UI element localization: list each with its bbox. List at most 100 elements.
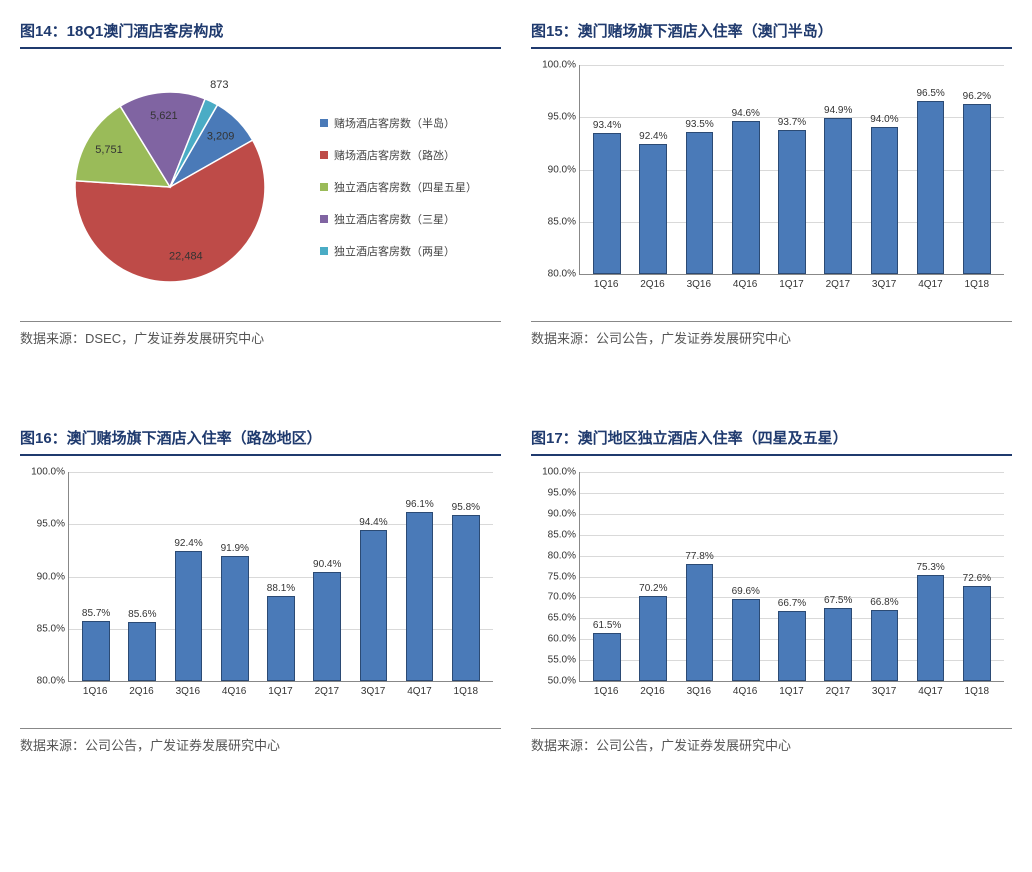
x-axis-label: 1Q18 bbox=[957, 686, 997, 697]
legend-label: 赌场酒店客房数（半岛） bbox=[334, 115, 455, 131]
y-axis-label: 95.0% bbox=[23, 519, 65, 530]
y-axis-label: 65.0% bbox=[534, 613, 576, 624]
x-axis-label: 2Q16 bbox=[122, 686, 162, 697]
bar-value-label: 67.5% bbox=[824, 595, 852, 606]
bar-rect bbox=[732, 121, 760, 274]
y-axis-label: 90.0% bbox=[23, 571, 65, 582]
bar-value-label: 94.6% bbox=[732, 108, 760, 119]
x-axis-labels: 1Q162Q163Q164Q161Q172Q173Q174Q171Q18 bbox=[579, 682, 1004, 697]
bar-value-label: 69.6% bbox=[732, 586, 760, 597]
bar-col: 61.5% bbox=[587, 620, 627, 681]
bar-rect bbox=[871, 127, 899, 274]
y-axis-label: 95.0% bbox=[534, 112, 576, 123]
bar-col: 67.5% bbox=[818, 595, 858, 682]
bar-col: 94.4% bbox=[354, 517, 394, 681]
bar-rect bbox=[639, 144, 667, 274]
bar-value-label: 75.3% bbox=[916, 562, 944, 573]
legend-swatch bbox=[320, 119, 328, 127]
panel-fig15: 图15：澳门赌场旗下酒店入住率（澳门半岛） 80.0%85.0%90.0%95.… bbox=[531, 20, 1012, 347]
pie-slice-label: 3,209 bbox=[207, 131, 235, 143]
bar-col: 96.5% bbox=[911, 88, 951, 274]
y-axis-label: 90.0% bbox=[534, 164, 576, 175]
y-axis-label: 100.0% bbox=[534, 60, 576, 71]
x-axis-label: 1Q17 bbox=[772, 686, 812, 697]
bar-value-label: 93.4% bbox=[593, 120, 621, 131]
bar-col: 96.2% bbox=[957, 91, 997, 274]
bar-value-label: 92.4% bbox=[639, 131, 667, 142]
bar-col: 69.6% bbox=[726, 586, 766, 681]
bar-rect bbox=[824, 118, 852, 274]
pie-svg: 3,20922,4845,7515,621873 bbox=[50, 62, 310, 312]
x-axis-label: 3Q17 bbox=[353, 686, 393, 697]
bar-rect bbox=[82, 621, 110, 681]
bar-col: 95.8% bbox=[446, 502, 486, 681]
bar-col: 66.7% bbox=[772, 598, 812, 681]
bar-col: 91.9% bbox=[215, 543, 255, 681]
bar-col: 90.4% bbox=[307, 559, 347, 681]
x-axis-label: 3Q17 bbox=[864, 686, 904, 697]
x-axis-labels: 1Q162Q163Q164Q161Q172Q173Q174Q171Q18 bbox=[68, 682, 493, 697]
x-axis-label: 1Q18 bbox=[446, 686, 486, 697]
bar-value-label: 85.7% bbox=[82, 608, 110, 619]
bar-rect bbox=[221, 556, 249, 681]
y-axis-label: 85.0% bbox=[534, 216, 576, 227]
y-axis-label: 95.0% bbox=[534, 487, 576, 498]
x-axis-label: 4Q17 bbox=[911, 686, 951, 697]
bar-value-label: 85.6% bbox=[128, 609, 156, 620]
bar-value-label: 96.1% bbox=[405, 499, 433, 510]
x-axis-label: 1Q18 bbox=[957, 279, 997, 290]
bar-col: 93.7% bbox=[772, 117, 812, 274]
bar-rect bbox=[175, 551, 203, 681]
y-axis-label: 80.0% bbox=[534, 269, 576, 280]
bar-rect bbox=[452, 515, 480, 681]
bar-value-label: 95.8% bbox=[452, 502, 480, 513]
legend-swatch bbox=[320, 247, 328, 255]
bar-value-label: 72.6% bbox=[963, 573, 991, 584]
y-axis-label: 100.0% bbox=[534, 467, 576, 478]
bar-rect bbox=[313, 572, 341, 681]
x-axis-label: 3Q16 bbox=[679, 686, 719, 697]
bar-col: 94.0% bbox=[865, 114, 905, 274]
x-axis-label: 1Q16 bbox=[586, 686, 626, 697]
x-axis-label: 1Q17 bbox=[772, 279, 812, 290]
y-axis-label: 80.0% bbox=[534, 550, 576, 561]
y-axis-label: 85.0% bbox=[23, 623, 65, 634]
bar-value-label: 61.5% bbox=[593, 620, 621, 631]
y-axis-label: 80.0% bbox=[23, 676, 65, 687]
bar-value-label: 93.7% bbox=[778, 117, 806, 128]
bar-value-label: 88.1% bbox=[267, 583, 295, 594]
panel-source: 数据来源：公司公告，广发证券发展研究中心 bbox=[531, 321, 1012, 347]
bar-plot: 80.0%85.0%90.0%95.0%100.0%93.4%92.4%93.5… bbox=[579, 65, 1004, 275]
bar-col: 66.8% bbox=[865, 597, 905, 681]
pie-chart: 3,20922,4845,7515,621873 赌场酒店客房数（半岛） 赌场酒店… bbox=[20, 57, 501, 317]
pie-legend: 赌场酒店客房数（半岛）赌场酒店客房数（路氹）独立酒店客房数（四星五星）独立酒店客… bbox=[320, 115, 477, 259]
bar-col: 92.4% bbox=[169, 538, 209, 681]
panel-fig16: 图16：澳门赌场旗下酒店入住率（路氹地区） 80.0%85.0%90.0%95.… bbox=[20, 427, 501, 754]
legend-label: 独立酒店客房数（四星五星） bbox=[334, 179, 477, 195]
bar-col: 85.6% bbox=[123, 609, 163, 681]
bar-col: 92.4% bbox=[634, 131, 674, 274]
bar-col: 72.6% bbox=[957, 573, 997, 681]
y-axis-label: 75.0% bbox=[534, 571, 576, 582]
bar-rect bbox=[593, 633, 621, 681]
y-axis-label: 70.0% bbox=[534, 592, 576, 603]
bar-rect bbox=[639, 596, 667, 681]
bar-rect bbox=[917, 101, 945, 274]
bar-rect bbox=[871, 610, 899, 681]
bar-value-label: 93.5% bbox=[685, 119, 713, 130]
bar-chart: 80.0%85.0%90.0%95.0%100.0%85.7%85.6%92.4… bbox=[20, 464, 501, 724]
bar-value-label: 94.4% bbox=[359, 517, 387, 528]
bar-value-label: 66.8% bbox=[870, 597, 898, 608]
legend-item: 赌场酒店客房数（路氹） bbox=[320, 147, 477, 163]
bar-col: 70.2% bbox=[634, 583, 674, 681]
bar-value-label: 66.7% bbox=[778, 598, 806, 609]
bar-rect bbox=[778, 130, 806, 274]
x-axis-label: 4Q16 bbox=[725, 686, 765, 697]
bar-rect bbox=[267, 596, 295, 681]
panel-title: 图17：澳门地区独立酒店入住率（四星及五星） bbox=[531, 427, 1012, 456]
y-axis-label: 90.0% bbox=[534, 508, 576, 519]
bar-col: 94.6% bbox=[726, 108, 766, 274]
panel-title: 图14：18Q1澳门酒店客房构成 bbox=[20, 20, 501, 49]
y-axis-label: 60.0% bbox=[534, 634, 576, 645]
pie-slice-label: 5,751 bbox=[95, 144, 123, 156]
